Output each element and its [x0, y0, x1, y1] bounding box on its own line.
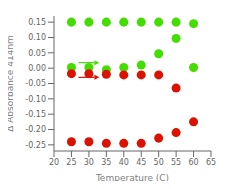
- svg-text:-0.05: -0.05: [25, 79, 46, 88]
- svg-text:-0.20: -0.20: [25, 125, 46, 134]
- svg-text:-0.15: -0.15: [25, 110, 46, 119]
- svg-text:-0.25: -0.25: [25, 141, 46, 150]
- svg-text:0.15: 0.15: [28, 18, 46, 27]
- svg-text:55: 55: [171, 158, 181, 167]
- svg-text:60: 60: [188, 158, 198, 167]
- svg-text:0.00: 0.00: [28, 64, 46, 73]
- svg-text:0.10: 0.10: [28, 33, 46, 42]
- svg-text:45: 45: [136, 158, 146, 167]
- svg-text:Temperature (C): Temperature (C): [95, 173, 169, 181]
- svg-text:Δ Absorbance 414nm: Δ Absorbance 414nm: [8, 35, 15, 132]
- svg-text:65: 65: [206, 158, 216, 167]
- svg-text:-0.10: -0.10: [25, 95, 46, 104]
- svg-text:50: 50: [154, 158, 164, 167]
- svg-text:40: 40: [119, 158, 129, 167]
- svg-text:30: 30: [84, 158, 94, 167]
- svg-text:20: 20: [49, 158, 59, 167]
- svg-text:25: 25: [66, 158, 76, 167]
- svg-text:35: 35: [101, 158, 111, 167]
- svg-text:0.05: 0.05: [28, 49, 46, 58]
